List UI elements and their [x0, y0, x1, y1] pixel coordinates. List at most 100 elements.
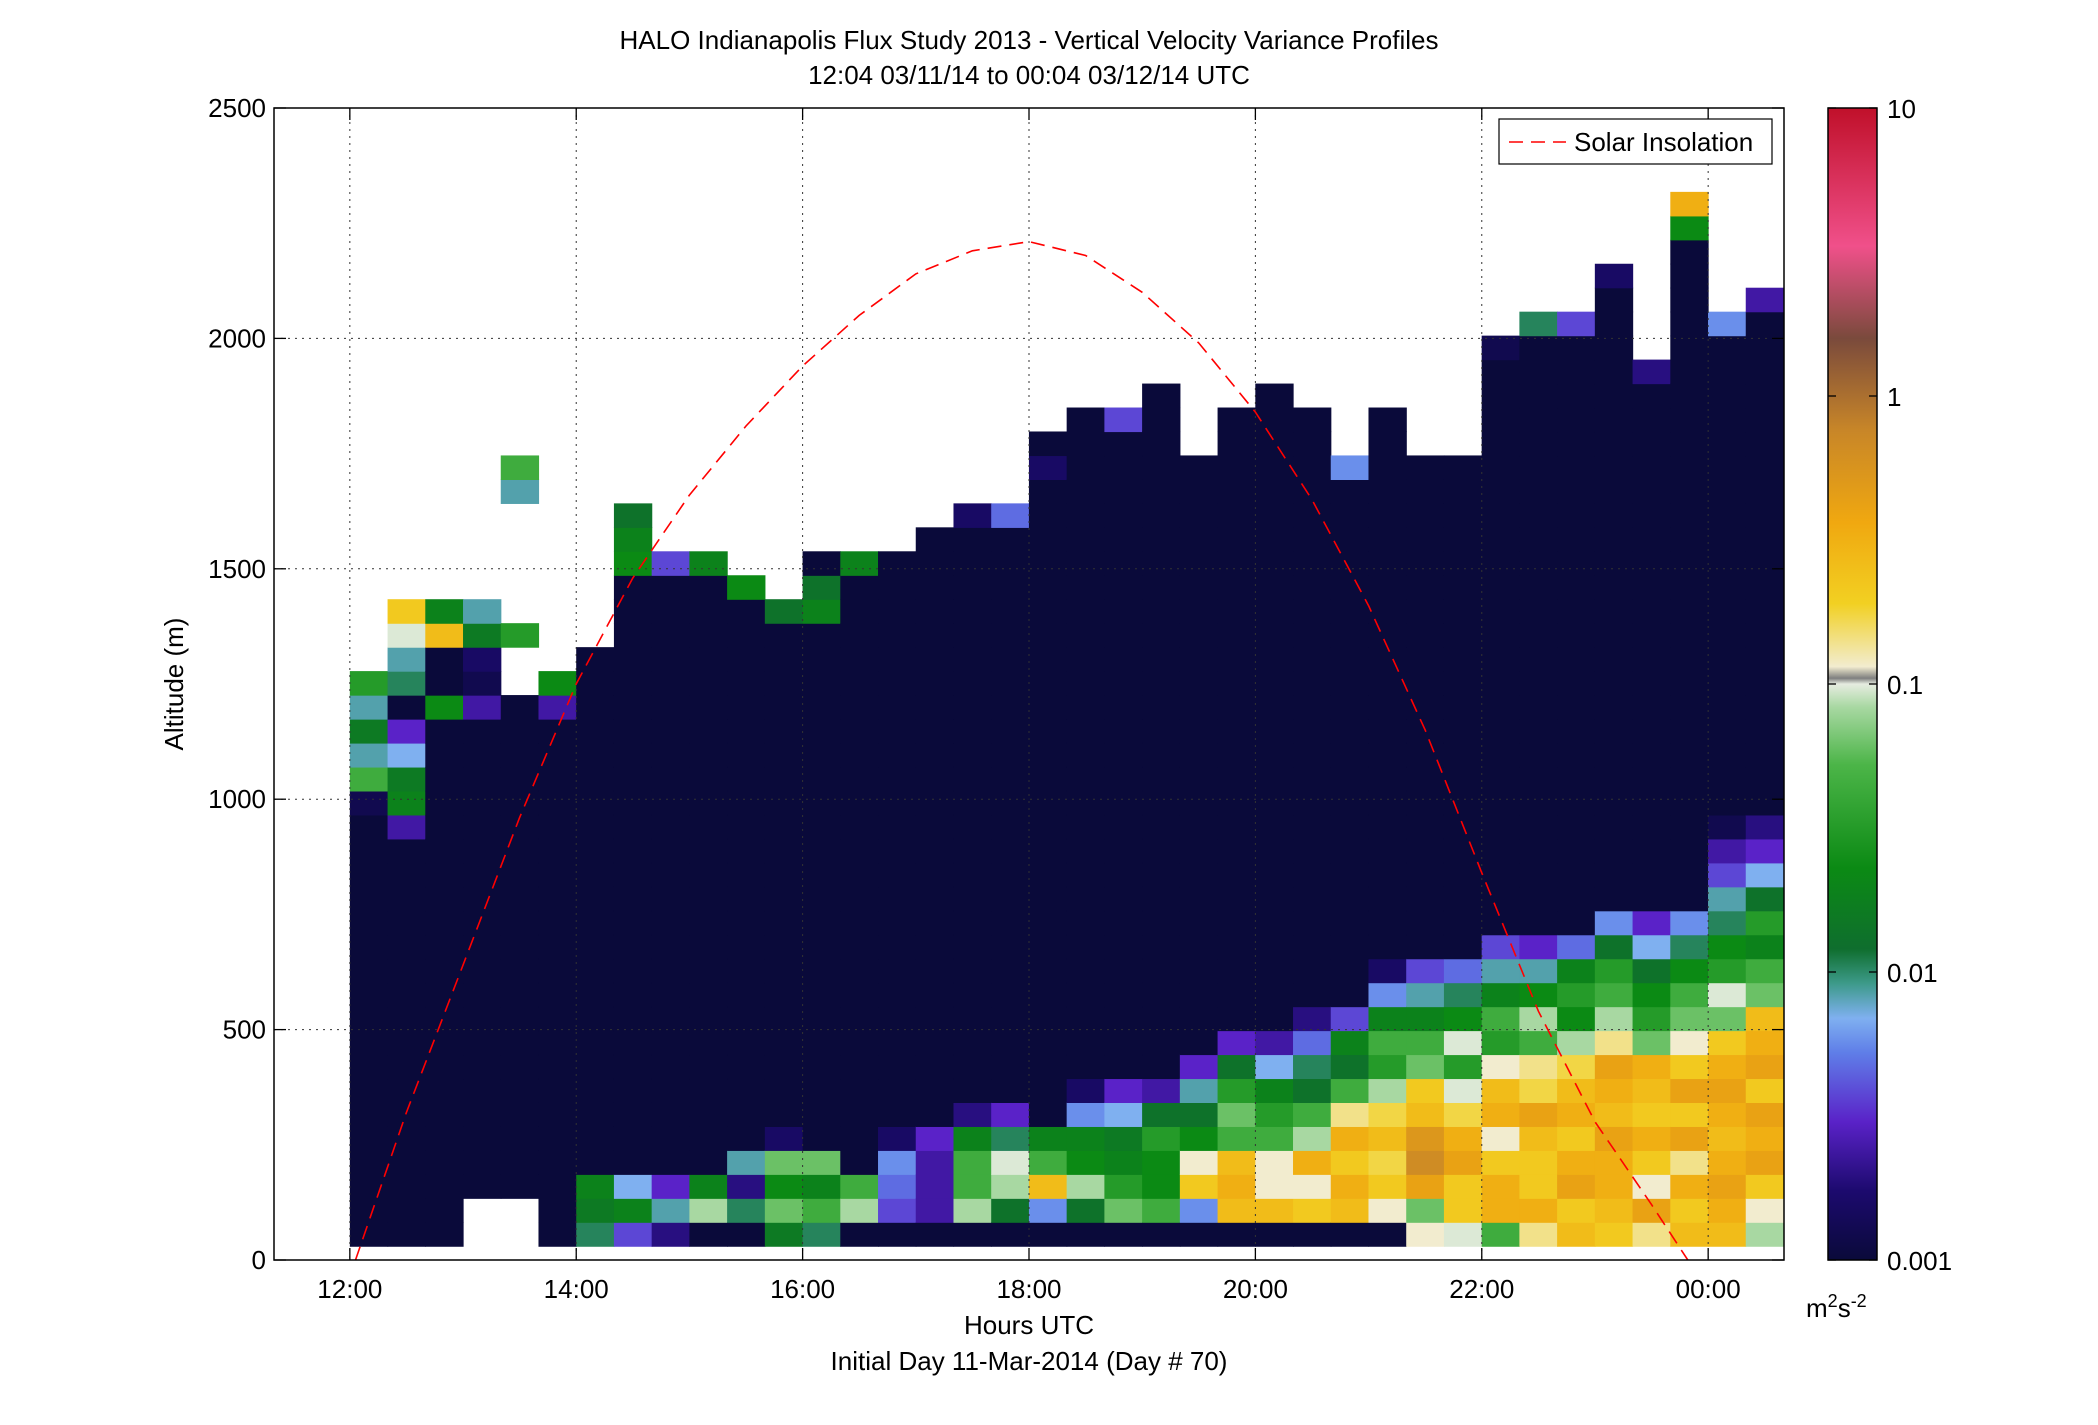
- heatmap-cell: [1293, 1030, 1332, 1056]
- heatmap-cell: [1443, 647, 1483, 672]
- heatmap-cell: [500, 695, 540, 720]
- heatmap-cell: [1557, 982, 1596, 1008]
- heatmap-cell: [1179, 599, 1219, 624]
- heatmap-cell: [802, 551, 841, 576]
- heatmap-cell: [727, 1174, 766, 1199]
- heatmap-cell: [915, 982, 955, 1008]
- heatmap-cell: [1708, 719, 1747, 744]
- heatmap-cell: [1594, 695, 1634, 720]
- heatmap-cell: [1632, 958, 1671, 984]
- heatmap-cell: [613, 551, 653, 576]
- heatmap-cell: [1557, 479, 1596, 504]
- heatmap-cell: [1104, 695, 1143, 720]
- heatmap-cell: [1519, 695, 1558, 720]
- heatmap-cell: [1745, 551, 1784, 576]
- heatmap-cell: [840, 1054, 879, 1080]
- heatmap-cell: [1293, 1006, 1332, 1032]
- heatmap-cell: [727, 1222, 766, 1247]
- colorbar-tick-label: 10: [1887, 94, 1916, 124]
- heatmap-cell: [1330, 1222, 1370, 1247]
- heatmap-cell: [1368, 1054, 1407, 1080]
- heatmap-cell: [1708, 766, 1747, 792]
- heatmap-cell: [1670, 407, 1709, 433]
- heatmap-cell: [1443, 479, 1483, 504]
- heatmap-cell: [1557, 1030, 1596, 1056]
- heatmap-cell: [1670, 814, 1709, 840]
- heatmap-cell: [953, 719, 992, 744]
- heatmap-cell: [1028, 1030, 1068, 1056]
- heatmap-cell: [953, 766, 992, 792]
- heatmap-cell: [1708, 790, 1747, 816]
- heatmap-cell: [1519, 886, 1558, 912]
- heatmap-cell: [1293, 719, 1332, 744]
- heatmap-cell: [1255, 1126, 1294, 1151]
- heatmap-cell: [1028, 1102, 1068, 1127]
- heatmap-cell: [1745, 1030, 1784, 1056]
- heatmap-cell: [1255, 958, 1294, 984]
- heatmap-cell: [1443, 1102, 1483, 1127]
- heatmap-cell: [953, 814, 992, 840]
- heatmap-cell: [1557, 647, 1596, 672]
- heatmap-cell: [1406, 958, 1445, 984]
- heatmap-cell: [1406, 1102, 1445, 1127]
- heatmap-cell: [1557, 838, 1596, 864]
- heatmap-cell: [1142, 766, 1181, 792]
- heatmap-cell: [463, 910, 502, 936]
- heatmap-cell: [1179, 1222, 1219, 1247]
- heatmap-cell: [1104, 958, 1143, 984]
- heatmap-cell: [1632, 575, 1671, 600]
- heatmap-cell: [1368, 838, 1407, 864]
- heatmap-cell: [840, 623, 879, 648]
- heatmap-cell: [1028, 1150, 1068, 1175]
- heatmap-cell: [1104, 623, 1143, 648]
- heatmap-cell: [500, 1126, 540, 1151]
- heatmap-cell: [1293, 695, 1332, 720]
- heatmap-cell: [1368, 575, 1407, 600]
- heatmap-cell: [727, 790, 766, 816]
- heatmap-cell: [651, 1102, 690, 1127]
- heatmap-cell: [1142, 814, 1181, 840]
- heatmap-cell: [1443, 742, 1483, 768]
- heatmap-cell: [1670, 695, 1709, 720]
- x-tick-label: 18:00: [996, 1274, 1061, 1304]
- heatmap-cell: [1066, 551, 1105, 576]
- colorbar-ramp: [1828, 108, 1877, 1260]
- heatmap-cell: [1632, 742, 1671, 768]
- heatmap-cell: [1557, 359, 1596, 385]
- heatmap-cell: [1519, 551, 1558, 576]
- heatmap-cell: [1708, 623, 1747, 648]
- heatmap-cell: [1481, 647, 1520, 672]
- heatmap-cell: [1255, 1054, 1294, 1080]
- heatmap-cell: [1670, 527, 1709, 552]
- heatmap-cell: [689, 551, 728, 576]
- heatmap-cell: [1066, 1174, 1105, 1199]
- heatmap-cell: [689, 599, 728, 624]
- heatmap-cell: [915, 838, 955, 864]
- heatmap-cell: [1670, 1054, 1709, 1080]
- heatmap-cell: [1142, 1222, 1181, 1247]
- heatmap-cell: [387, 766, 426, 792]
- heatmap-cell: [1142, 1006, 1181, 1032]
- heatmap-cell: [651, 1150, 690, 1175]
- heatmap-cell: [915, 575, 955, 600]
- heatmap-cell: [463, 671, 502, 696]
- heatmap-cell: [1104, 407, 1143, 433]
- heatmap-cell: [1293, 407, 1332, 433]
- heatmap-cell: [1745, 1054, 1784, 1080]
- heatmap-cell: [802, 1054, 841, 1080]
- heatmap-cell: [1066, 1054, 1105, 1080]
- heatmap-cell: [651, 1198, 690, 1223]
- heatmap-cell: [1330, 479, 1370, 504]
- heatmap-cell: [1670, 982, 1709, 1008]
- heatmap-cell: [1708, 910, 1747, 936]
- heatmap-cell: [387, 862, 426, 888]
- heatmap-cell: [1481, 886, 1520, 912]
- x-tick-label: 16:00: [770, 1274, 835, 1304]
- heatmap-cell: [613, 1054, 653, 1080]
- heatmap-cell: [689, 886, 728, 912]
- heatmap-cell: [463, 886, 502, 912]
- heatmap-cell: [500, 790, 540, 816]
- heatmap-cell: [613, 1006, 653, 1032]
- colorbar-tick-label: 0.01: [1887, 958, 1938, 988]
- heatmap-cell: [613, 814, 653, 840]
